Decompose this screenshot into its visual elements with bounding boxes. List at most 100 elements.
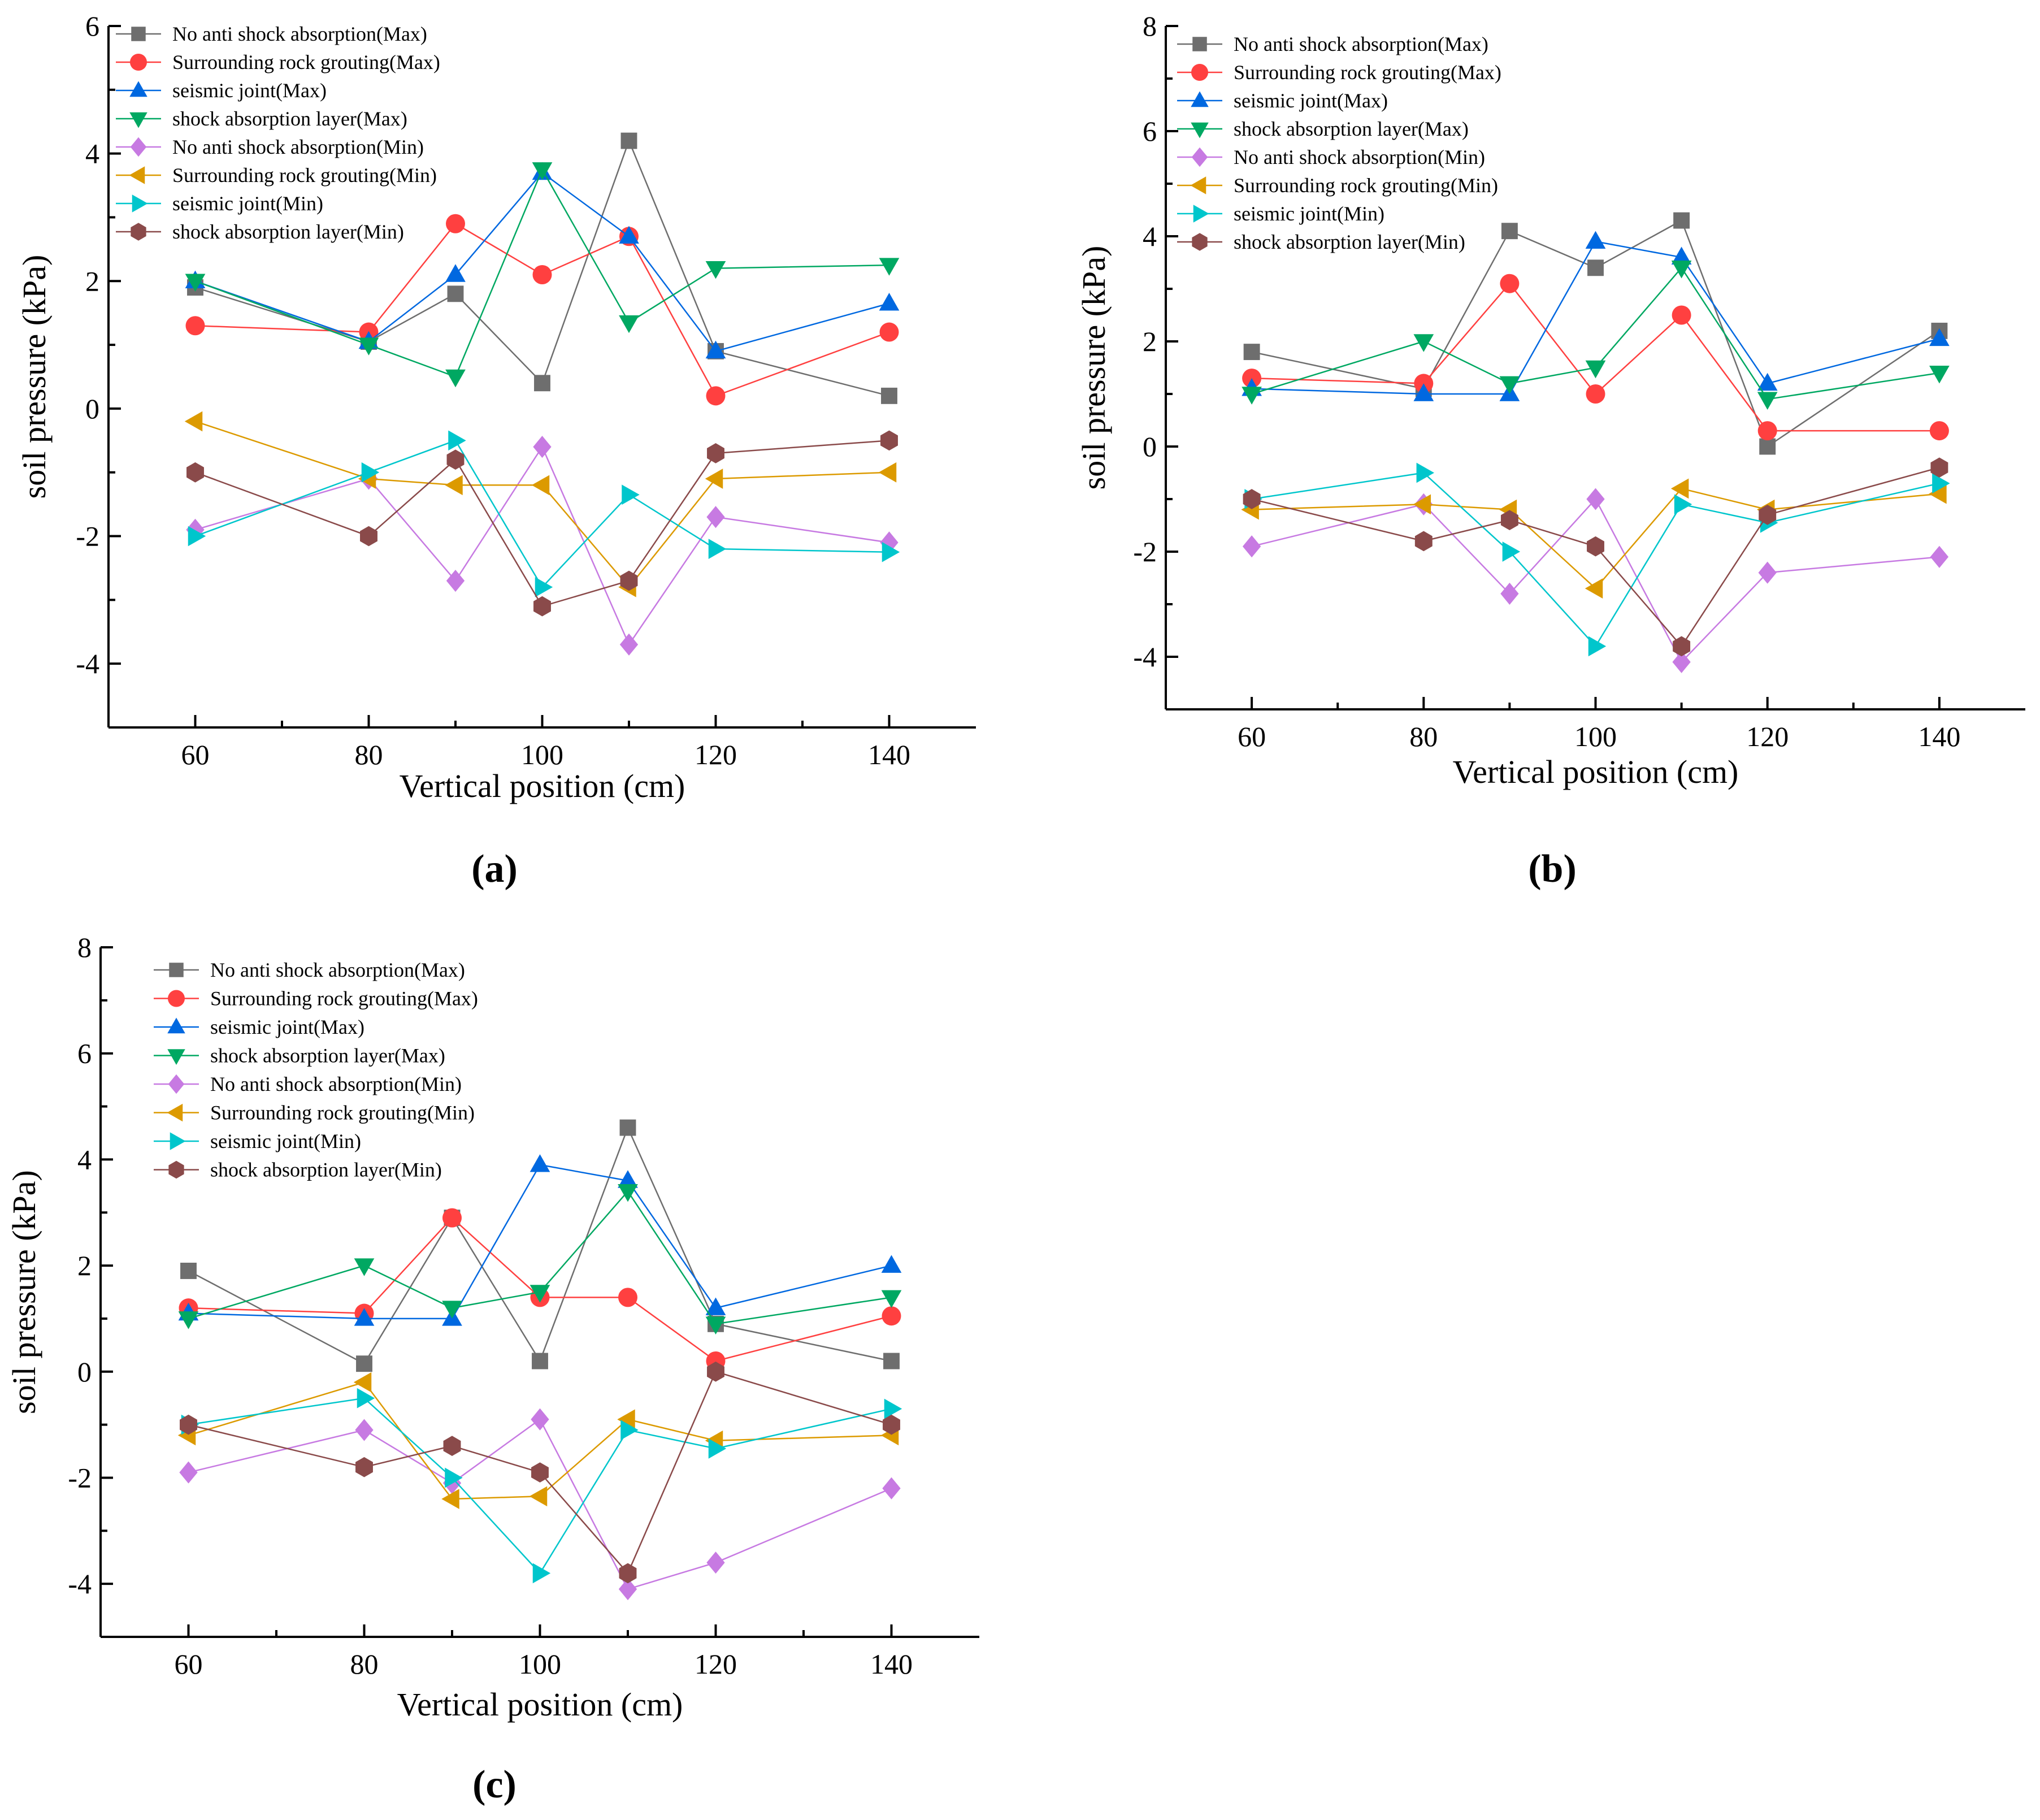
diamond-marker	[1242, 535, 1261, 558]
diamond-marker	[1500, 582, 1519, 605]
triangle-right-marker	[1416, 462, 1434, 483]
legend-entry: Surrounding rock grouting(Max)	[116, 51, 440, 73]
legend-entry: shock absorption layer(Max)	[1177, 118, 1469, 140]
y-axis-label: soil pressure (kPa)	[6, 1170, 42, 1414]
triangle-down-marker	[619, 315, 639, 333]
series-line	[195, 439, 889, 588]
legend-label: seismic joint(Min)	[172, 192, 323, 215]
triangle-left-marker	[878, 462, 897, 483]
legend-entry: shock absorption layer(Min)	[116, 220, 404, 243]
hexagon-marker	[1192, 233, 1208, 251]
legend-label: seismic joint(Max)	[172, 79, 327, 102]
legend-label: Surrounding rock grouting(Min)	[1234, 174, 1498, 197]
panel-label: (b)	[1528, 847, 1577, 891]
legend-entry: No anti shock absorption(Min)	[154, 1073, 462, 1095]
legend-entry: shock absorption layer(Max)	[116, 107, 407, 130]
series-6	[181, 1388, 902, 1584]
x-tick-label: 140	[1918, 721, 1960, 752]
triangle-up-marker	[167, 1017, 185, 1034]
triangle-down-marker	[529, 1285, 550, 1303]
x-tick-label: 60	[1238, 721, 1266, 752]
circle-marker	[882, 1306, 901, 1326]
chart-panel-c: -4 -2 0 2 4 6 8 60 80 100 120 140 Vertical position …	[6, 931, 979, 1806]
y-tick-label: 6	[85, 10, 99, 42]
hexagon-marker	[1243, 489, 1261, 509]
legend-label: No anti shock absorption(Max)	[1234, 33, 1488, 55]
legend-entry: seismic joint(Min)	[116, 192, 323, 215]
triangle-down-marker	[445, 369, 466, 388]
circle-marker	[130, 54, 147, 71]
square-marker	[131, 27, 146, 41]
hexagon-marker	[880, 430, 898, 451]
legend-label: Surrounding rock grouting(Min)	[172, 164, 437, 187]
triangle-down-marker	[167, 1049, 185, 1065]
y-tick-label: 4	[1143, 220, 1157, 252]
legend-label: shock absorption layer(Min)	[1234, 231, 1465, 253]
legend-entry: Surrounding rock grouting(Min)	[154, 1102, 475, 1124]
series-line	[1251, 497, 1940, 664]
square-marker	[619, 1119, 636, 1136]
circle-marker	[1929, 421, 1949, 441]
hexagon-marker	[131, 223, 146, 241]
square-marker	[1192, 37, 1207, 51]
diamond-marker	[168, 1074, 185, 1094]
triangle-down-marker	[618, 1184, 638, 1202]
series-3	[178, 1184, 902, 1335]
hexagon-marker	[446, 449, 465, 470]
legend-entry: No anti shock absorption(Min)	[116, 136, 424, 158]
hexagon-marker	[355, 1457, 373, 1477]
triangle-left-marker	[445, 475, 463, 496]
y-tick-label: -2	[68, 1462, 92, 1493]
legend-entry: No anti shock absorption(Max)	[154, 959, 465, 981]
x-tick-label: 80	[355, 739, 383, 770]
hexagon-marker	[443, 1436, 461, 1457]
triangle-down-marker	[879, 258, 900, 276]
legend-label: seismic joint(Min)	[1234, 202, 1384, 225]
series-7	[1243, 457, 1948, 657]
x-tick-label: 60	[175, 1648, 203, 1680]
legend-entry: No anti shock absorption(Min)	[1177, 146, 1485, 168]
triangle-up-marker	[619, 226, 639, 244]
legend-entry: Surrounding rock grouting(Max)	[154, 987, 478, 1010]
legend-label: No anti shock absorption(Min)	[1234, 146, 1485, 168]
triangle-up-marker	[618, 1170, 638, 1188]
hexagon-marker	[1930, 457, 1948, 478]
diamond-marker	[1758, 561, 1777, 584]
hexagon-marker	[531, 1462, 549, 1483]
diamond-marker	[1191, 147, 1208, 167]
y-tick-label: 4	[85, 138, 99, 170]
legend-label: seismic joint(Max)	[1234, 89, 1388, 112]
legend-label: No anti shock absorption(Min)	[210, 1073, 462, 1095]
diamond-marker	[1930, 545, 1949, 568]
series-5	[177, 1372, 899, 1509]
legend-entry: Surrounding rock grouting(Max)	[1177, 61, 1501, 84]
legend-label: shock absorption layer(Max)	[172, 107, 407, 130]
y-tick-label: -4	[1133, 641, 1157, 673]
triangle-down-marker	[442, 1301, 462, 1319]
triangle-left-marker	[529, 1486, 548, 1507]
square-marker	[1501, 223, 1518, 240]
circle-marker	[879, 322, 899, 342]
triangle-left-marker	[167, 1103, 183, 1122]
y-tick-label: 0	[77, 1356, 92, 1388]
triangle-up-marker	[705, 1297, 726, 1315]
legend-entry: No anti shock absorption(Max)	[1177, 33, 1488, 55]
x-tick-label: 140	[870, 1648, 913, 1680]
legend-label: shock absorption layer(Max)	[210, 1045, 445, 1067]
triangle-right-marker	[1588, 636, 1607, 657]
triangle-down-marker	[1191, 122, 1209, 138]
circle-marker	[618, 1288, 637, 1307]
hexagon-marker	[883, 1414, 900, 1435]
x-tick-label: 80	[1409, 721, 1438, 752]
triangle-right-marker	[708, 539, 727, 559]
triangle-right-marker	[620, 1420, 639, 1440]
y-tick-label: -4	[76, 648, 99, 679]
hexagon-marker	[180, 1414, 197, 1435]
diamond-marker	[1586, 488, 1605, 510]
triangle-right-marker	[361, 462, 380, 483]
hexagon-marker	[1414, 531, 1433, 552]
y-tick-label: 2	[77, 1250, 92, 1281]
series-7	[180, 1361, 900, 1584]
triangle-up-marker	[1413, 383, 1434, 401]
triangle-down-marker	[705, 1316, 726, 1335]
